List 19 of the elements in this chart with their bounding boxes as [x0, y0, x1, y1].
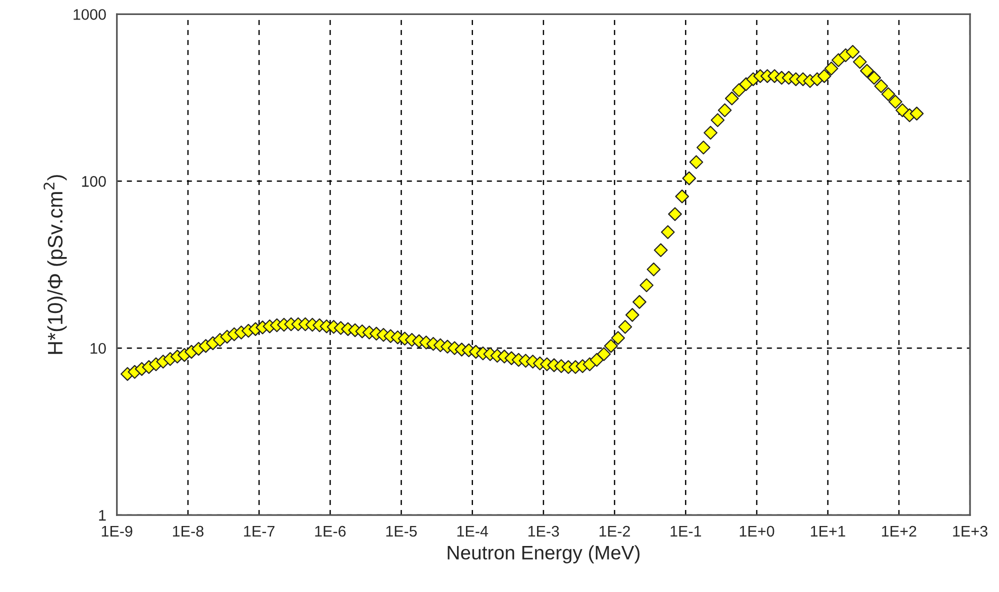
x-tick-label: 1E-2 — [600, 526, 630, 537]
x-tick-label: 1E+2 — [882, 526, 916, 537]
y-tick-label: 1000 — [74, 9, 106, 20]
x-tick-label: 1E-5 — [386, 526, 417, 537]
y-tick-label: 100 — [82, 176, 106, 187]
x-tick-label: 1E-8 — [173, 526, 204, 537]
x-axis-title: Neutron Energy (MeV) — [448, 545, 640, 564]
x-tick-label: 1E-7 — [244, 526, 274, 537]
x-tick-label: 1E+3 — [953, 526, 988, 537]
x-tick-label: 1E-9 — [102, 526, 132, 537]
y-tick-label: 1 — [99, 510, 106, 521]
x-tick-label: 1E-6 — [315, 526, 346, 537]
x-tick-label: 1E-3 — [528, 526, 559, 537]
x-tick-label: 1E-4 — [457, 526, 488, 537]
y-axis-title: H*(10)/Φ (pSv.cm$^{2}$) — [44, 175, 67, 354]
x-tick-label: 1E+0 — [740, 526, 774, 537]
x-tick-label: 1E-1 — [670, 526, 702, 537]
y-tick-label: 10 — [90, 342, 106, 354]
x-tick-label: 1E+1 — [810, 526, 846, 537]
